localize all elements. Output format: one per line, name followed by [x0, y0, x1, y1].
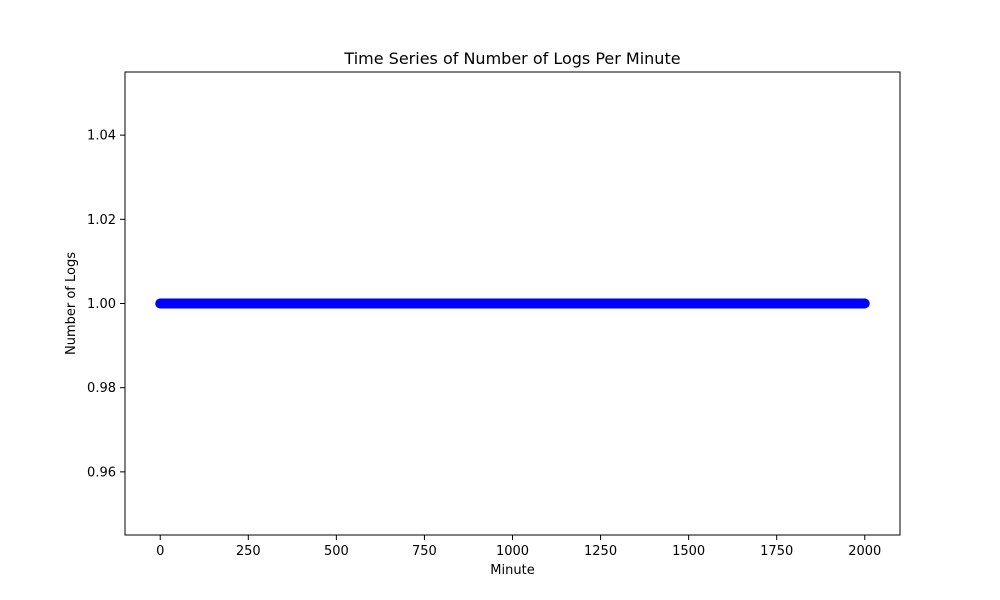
y-tick-label: 0.96	[87, 465, 116, 480]
x-tick-label: 1000	[496, 544, 529, 559]
series	[155, 298, 870, 309]
y-axis-title: Number of Logs	[64, 252, 79, 355]
y-tick-label: 1.02	[87, 213, 116, 228]
x-tick-label: 1750	[760, 544, 793, 559]
x-tick-label: 500	[324, 544, 349, 559]
x-tick-label: 750	[412, 544, 437, 559]
series-layer	[155, 298, 870, 309]
y-tick-label: 1.00	[87, 297, 116, 312]
x-axis-ticks: 0 250 500 750 1000 1250 1500 1750 2000	[156, 535, 881, 559]
chart-title: Time Series of Number of Logs Per Minute	[343, 49, 680, 68]
y-axis-ticks: 0.96 0.98 1.00 1.02 1.04	[87, 129, 125, 480]
x-tick-label: 0	[156, 544, 164, 559]
x-tick-label: 1250	[584, 544, 617, 559]
y-tick-label: 0.98	[87, 381, 116, 396]
data-point	[859, 298, 870, 309]
plot-frame	[124, 71, 901, 536]
y-tick-label: 1.04	[87, 129, 116, 144]
x-tick-label: 1500	[672, 544, 705, 559]
x-tick-label: 2000	[848, 544, 881, 559]
x-axis-title: Minute	[490, 563, 534, 578]
x-tick-label: 250	[236, 544, 261, 559]
